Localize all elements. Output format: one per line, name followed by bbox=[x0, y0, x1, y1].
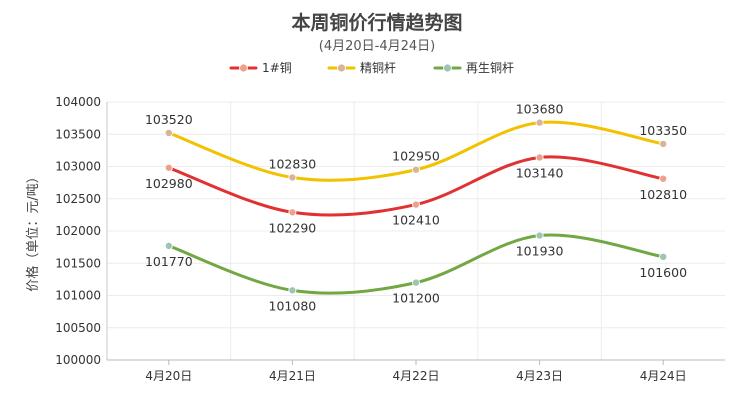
data-label: 103140 bbox=[516, 165, 564, 180]
data-label: 101770 bbox=[145, 254, 193, 269]
data-point[interactable] bbox=[288, 208, 297, 217]
data-label: 102950 bbox=[392, 149, 440, 164]
y-tick-label: 101500 bbox=[55, 256, 101, 270]
data-label: 102830 bbox=[269, 156, 317, 171]
data-label: 102980 bbox=[145, 176, 193, 191]
axis-layer: 100000 100500 101000 101500 102000 102500 1030… bbox=[55, 95, 725, 383]
y-tick-label: 100500 bbox=[55, 321, 101, 335]
data-label: 103350 bbox=[639, 123, 687, 138]
data-label: 102290 bbox=[269, 220, 317, 235]
data-point[interactable] bbox=[659, 139, 668, 148]
legend-swatch-marker bbox=[337, 63, 346, 73]
data-point[interactable] bbox=[535, 118, 544, 127]
data-label: 102810 bbox=[639, 187, 687, 202]
data-point[interactable] bbox=[411, 278, 420, 287]
data-point[interactable] bbox=[659, 252, 668, 261]
legend-label: 精铜杆 bbox=[360, 60, 396, 75]
data-label: 101930 bbox=[516, 244, 564, 259]
legend-label: 1#铜 bbox=[262, 60, 292, 75]
series-2: 103520 102830 102950 103680 103350 bbox=[145, 102, 687, 182]
data-label: 102410 bbox=[392, 213, 440, 228]
legend-swatch-marker bbox=[443, 63, 452, 73]
x-tick-label: 4月23日 bbox=[516, 369, 563, 383]
legend-item[interactable]: 再生铜杆 bbox=[433, 60, 514, 75]
y-tick-label: 104000 bbox=[55, 95, 101, 109]
legend[interactable]: 1#铜 精铜杆 再生铜杆 bbox=[229, 60, 514, 75]
data-label: 103680 bbox=[516, 102, 564, 117]
grid-layer bbox=[107, 101, 725, 361]
y-tick-label: 102500 bbox=[55, 192, 101, 206]
data-point[interactable] bbox=[288, 286, 297, 295]
x-tick-label: 4月20日 bbox=[145, 369, 192, 383]
y-tick-label: 103000 bbox=[55, 160, 101, 174]
x-tick-label: 4月21日 bbox=[269, 369, 316, 383]
x-tick-label: 4月22日 bbox=[393, 369, 440, 383]
data-point[interactable] bbox=[288, 173, 297, 182]
data-label: 101200 bbox=[392, 291, 440, 306]
data-point[interactable] bbox=[535, 231, 544, 240]
data-point[interactable] bbox=[411, 165, 420, 174]
data-point[interactable] bbox=[164, 163, 173, 172]
y-tick-label: 103500 bbox=[55, 127, 101, 141]
data-label: 103520 bbox=[145, 112, 193, 127]
data-point[interactable] bbox=[659, 174, 668, 183]
y-tick-label: 102000 bbox=[55, 224, 101, 238]
x-tick-label: 4月24日 bbox=[640, 369, 687, 383]
series-3: 101770 101080 101200 101930 101600 bbox=[145, 231, 687, 313]
data-label: 101600 bbox=[639, 265, 687, 280]
chart-subtitle: (4月20日-4月24日) bbox=[319, 39, 435, 54]
legend-item[interactable]: 1#铜 bbox=[229, 60, 292, 75]
legend-item[interactable]: 精铜杆 bbox=[327, 60, 396, 75]
data-point[interactable] bbox=[535, 153, 544, 162]
y-tick-label: 100000 bbox=[55, 353, 101, 367]
chart-title: 本周铜价行情趋势图 bbox=[291, 11, 462, 34]
data-point[interactable] bbox=[164, 241, 173, 250]
legend-label: 再生铜杆 bbox=[466, 60, 514, 75]
legend-swatch-marker bbox=[239, 63, 248, 73]
data-point[interactable] bbox=[164, 128, 173, 137]
series-layer: 102980 102290 102410 103140 102810 103520 1028… bbox=[145, 102, 687, 314]
y-tick-label: 101000 bbox=[55, 289, 101, 303]
series-1: 102980 102290 102410 103140 102810 bbox=[145, 153, 687, 235]
y-axis-label: 价格（单位：元/吨） bbox=[25, 170, 41, 291]
data-point[interactable] bbox=[411, 200, 420, 209]
data-label: 101080 bbox=[269, 298, 317, 313]
